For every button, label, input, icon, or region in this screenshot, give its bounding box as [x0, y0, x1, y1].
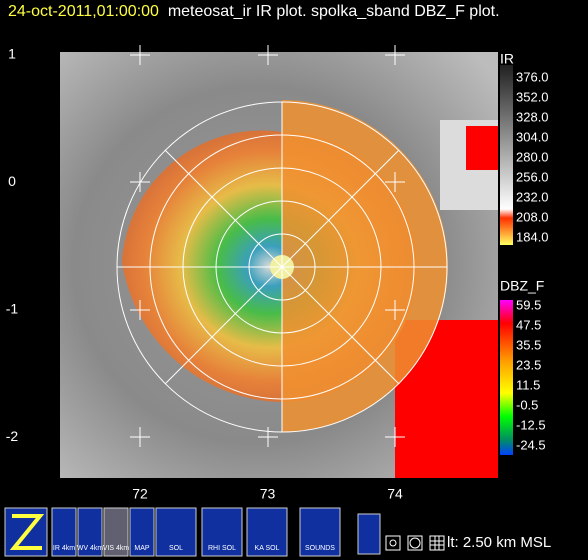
y-axis-label: -2 — [6, 428, 19, 444]
plot-title: meteosat_ir IR plot. spolka_sband DBZ_F … — [167, 3, 500, 20]
button-label: SOL — [169, 545, 183, 552]
colorbar-label: 59.5 — [516, 297, 541, 312]
button-label: SOUNDS — [305, 545, 335, 552]
colorbar-title: DBZ_F — [500, 278, 544, 294]
range-rings — [116, 45, 448, 447]
zoom-icon — [9, 514, 45, 550]
button-face — [77, 507, 103, 557]
colorbar-label: 11.5 — [516, 377, 540, 392]
colorbar-label: -12.5 — [516, 417, 546, 432]
extra-button[interactable] — [357, 513, 381, 555]
colorbar-label: 376.0 — [516, 69, 549, 84]
x-axis-label: 73 — [260, 486, 276, 502]
colorbar-label: 23.5 — [516, 357, 541, 372]
toolbar-button[interactable]: VIS 4km — [103, 507, 130, 557]
button-label: VIS 4km — [103, 545, 130, 552]
button-label: KA SOL — [255, 545, 280, 552]
button-label: IR 4km — [53, 545, 75, 552]
toolbar-button[interactable]: KA SOL — [246, 507, 288, 557]
x-axis-label: 72 — [132, 486, 148, 502]
colorbar-label: 256.0 — [516, 169, 549, 184]
colorbar-label: 232.0 — [516, 189, 549, 204]
colorbar-label: -24.5 — [516, 437, 546, 452]
button-face — [155, 507, 197, 557]
button-face — [201, 507, 243, 557]
button-label: WV 4km — [77, 545, 104, 552]
button-face — [299, 507, 341, 557]
colorbar-label: 208.0 — [516, 209, 549, 224]
toolbar-button[interactable]: SOUNDS — [299, 507, 341, 557]
colorbar-label: 328.0 — [516, 109, 549, 124]
y-axis-label: 1 — [8, 46, 16, 62]
colorbar-label: 304.0 — [516, 129, 549, 144]
title-bar: 24-oct-2011,01:00:00 meteosat_ir IR plot… — [8, 2, 528, 22]
y-axis-label: -1 — [6, 301, 19, 317]
button-face — [246, 507, 288, 557]
colorbar-label: 184.0 — [516, 229, 549, 244]
button-label: RHI SOL — [208, 545, 236, 552]
timestamp: 24-oct-2011,01:00:00 — [8, 3, 159, 20]
toolbar-button[interactable]: MAP — [129, 507, 155, 557]
button-face — [51, 507, 77, 557]
toolbar-button[interactable]: IR 4km — [51, 507, 77, 557]
toolbar-button[interactable]: RHI SOL — [201, 507, 243, 557]
colorbar-label: 352.0 — [516, 89, 549, 104]
colorbar-label: 47.5 — [516, 317, 541, 332]
ir-colorbar — [500, 65, 513, 245]
button-label: MAP — [134, 545, 150, 552]
colorbar-label: 35.5 — [516, 337, 541, 352]
view-icons — [385, 535, 445, 551]
altitude-status: lt: 2.50 km MSL — [447, 534, 551, 551]
dbz-colorbar — [500, 300, 513, 455]
button-face — [103, 507, 129, 557]
colorbar-title: IR — [500, 51, 514, 67]
colorbar-label: 280.0 — [516, 149, 549, 164]
button-face — [129, 507, 155, 557]
x-axis-label: 74 — [387, 486, 403, 502]
colorbar-label: -0.5 — [516, 397, 538, 412]
toolbar-button[interactable]: SOL — [155, 507, 197, 557]
toolbar-button[interactable]: WV 4km — [77, 507, 104, 557]
y-axis-label: 0 — [8, 173, 16, 189]
